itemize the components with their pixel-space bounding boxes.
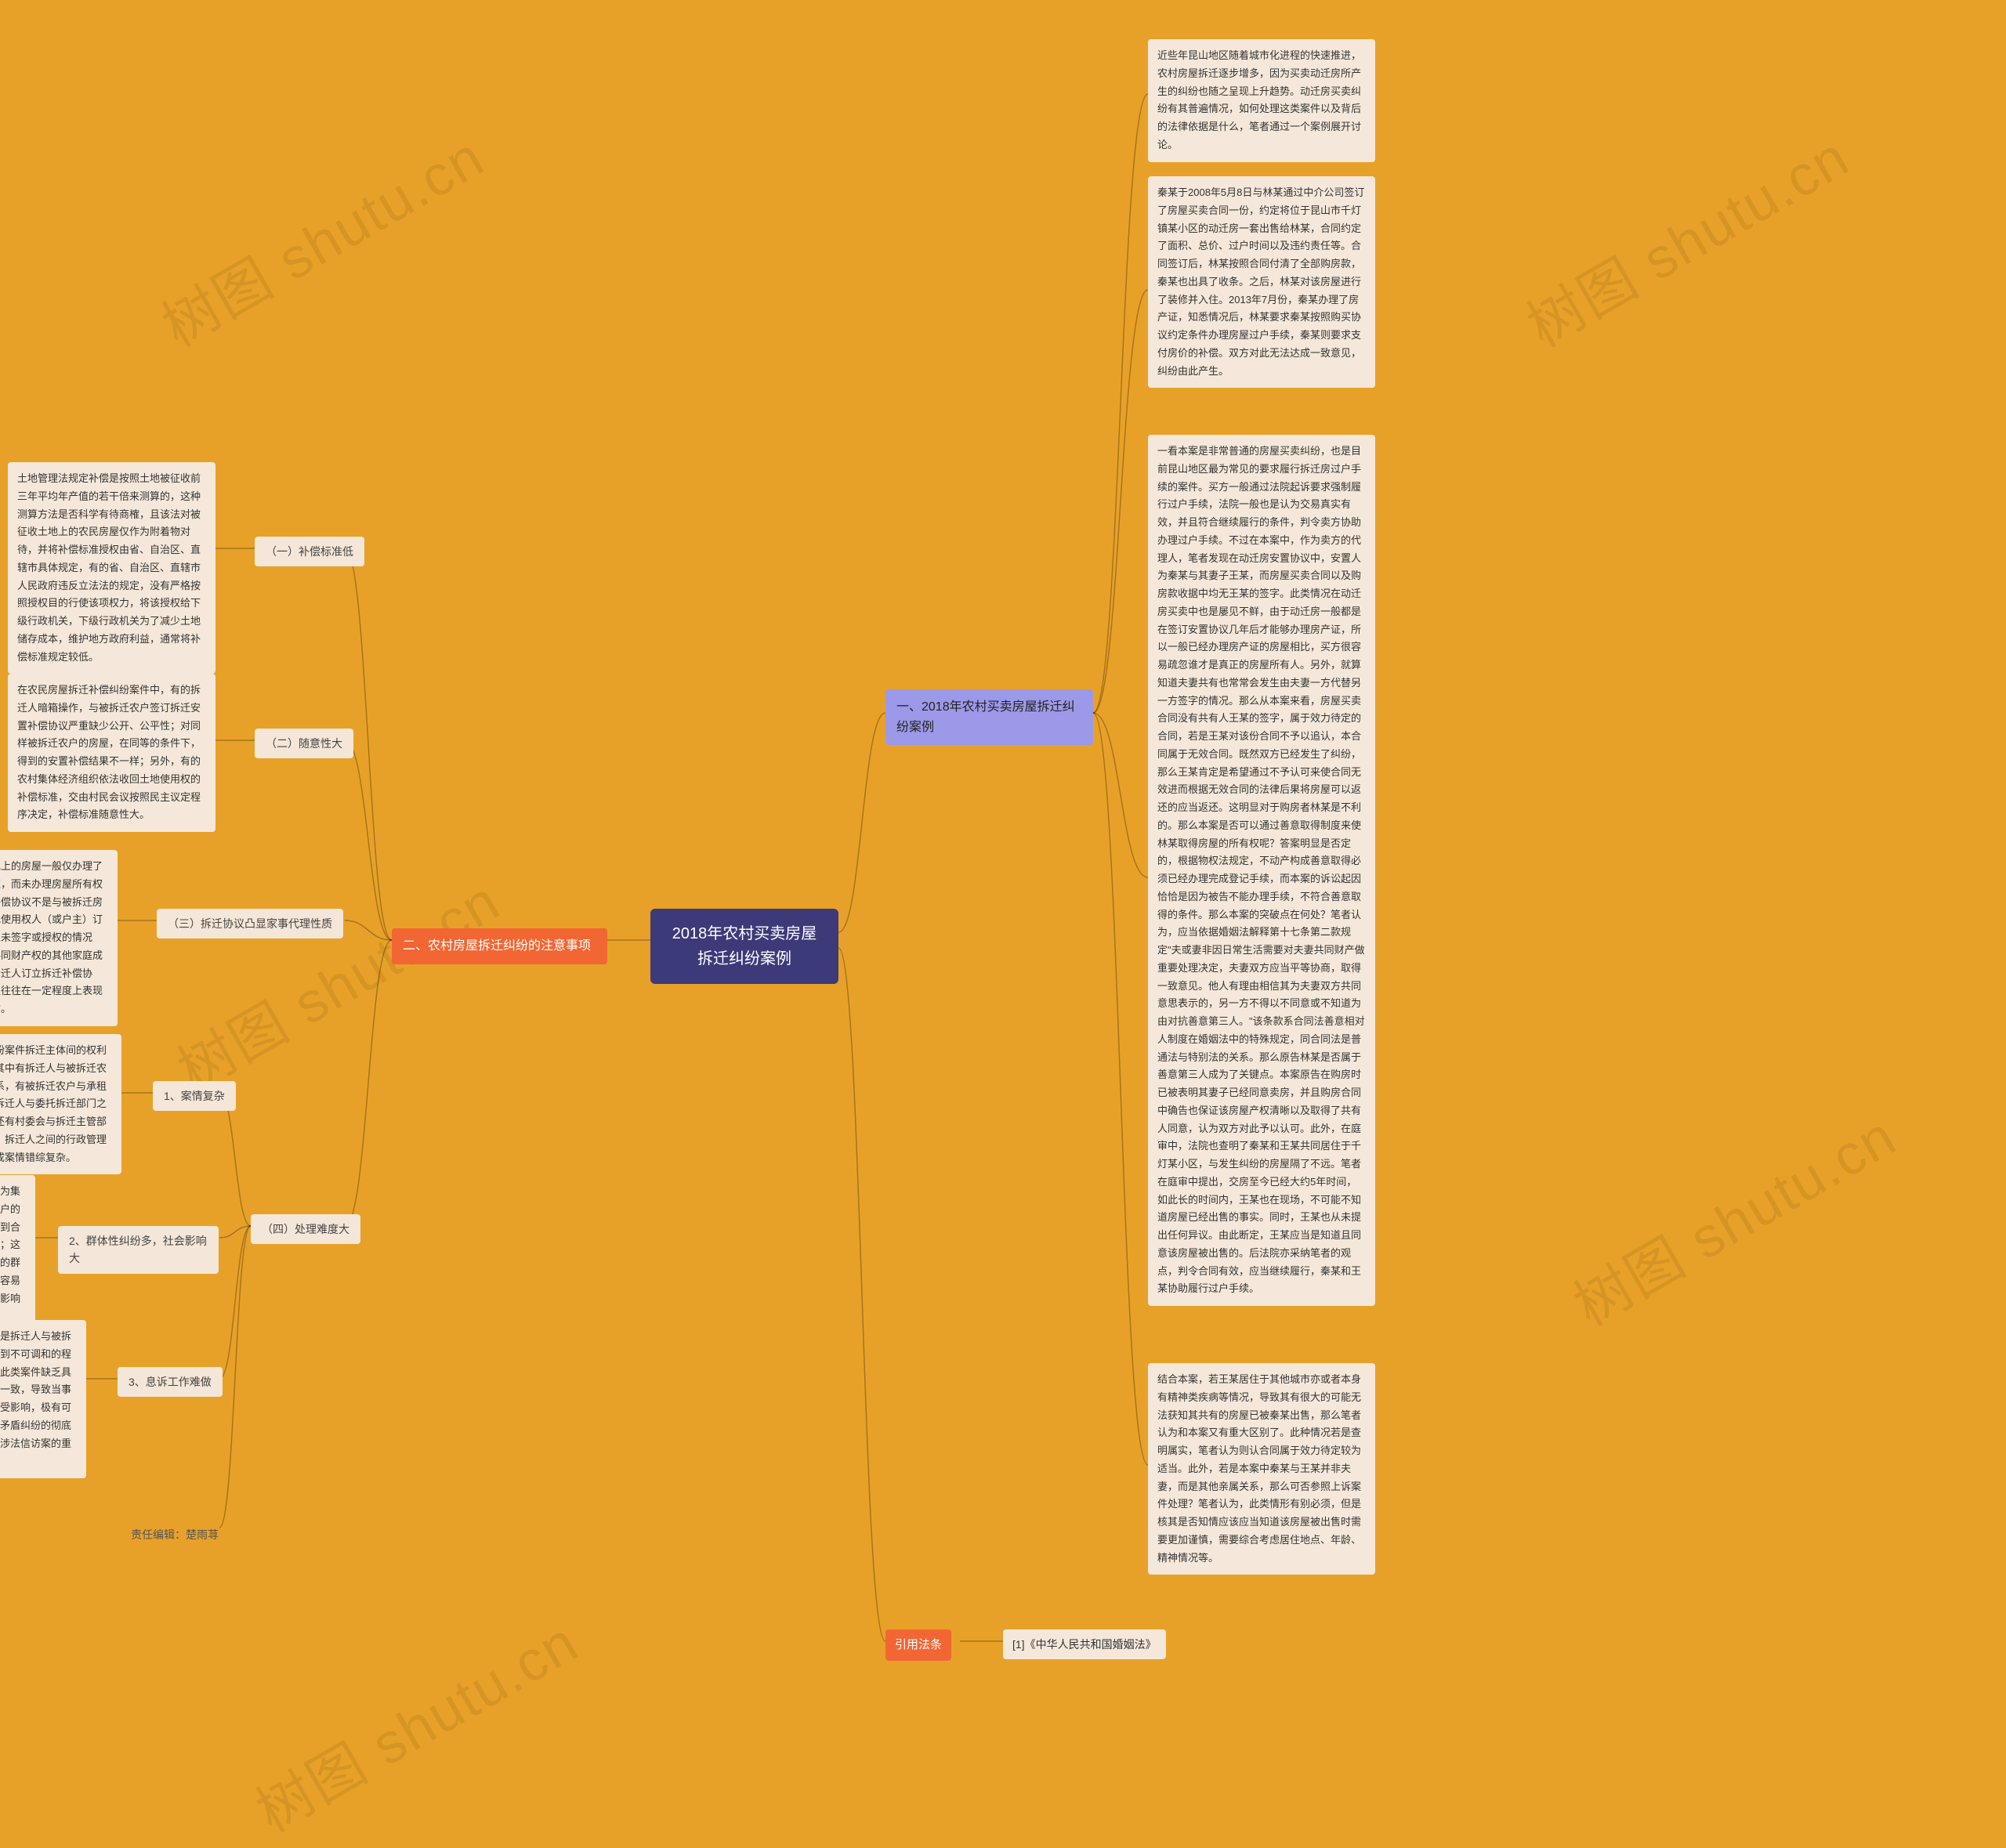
text-c: 在农村，集体土地上的房屋一般仅办理了集体土地使用权证，而未办理房屋所有权证；有不…: [0, 850, 118, 1026]
case-text-1: 近些年昆山地区随着城市化进程的快速推进，农村房屋拆迁逐步增多，因为买卖动迁房所产…: [1148, 39, 1375, 162]
sublabel-d3[interactable]: 3、息诉工作难做: [118, 1367, 223, 1397]
branch-case[interactable]: 一、2018年农村买卖房屋拆迁纠纷案例: [885, 689, 1093, 745]
sublabel-d2[interactable]: 2、群体性纠纷多，社会影响大: [58, 1226, 219, 1274]
case-text-4: 结合本案，若王某居住于其他城市亦或者本身有精神类疾病等情况，导致其有很大的可能无…: [1148, 1363, 1375, 1575]
text-d3: 此类纠纷诉至法院，往往是拆迁人与被拆迁农户之间的矛盾纠纷达到不可调和的程度，且司…: [0, 1320, 86, 1478]
sublabel-d1[interactable]: 1、案情复杂: [153, 1081, 236, 1111]
case-text-2: 秦某于2008年5月8日与林某通过中介公司签订了房屋买卖合同一份，约定将位于昆山…: [1148, 176, 1375, 388]
mindmap: 2018年农村买卖房屋拆迁纠纷案例 一、2018年农村买卖房屋拆迁纠纷案例 近些…: [0, 0, 2006, 1842]
text-d2: 由于城市发展和旧城改造建设中，多为集体拆迁或成片区拆迁，虽然被拆迁农户的情况千差…: [0, 1175, 35, 1333]
text-d1: 农民房屋拆迁纠纷案件拆迁主体间的权利义务纵横交错，其中有拆迁人与被拆迁农户的补偿…: [0, 1034, 121, 1174]
text-a: 土地管理法规定补偿是按照土地被征收前三年平均年产值的若干倍来测算的，这种测算方法…: [8, 462, 215, 674]
sublabel-b[interactable]: （二）随意性大: [255, 729, 353, 758]
editor-credit: 责任编辑：楚雨荨: [121, 1520, 228, 1550]
citation-item: [1]《中华人民共和国婚姻法》: [1003, 1629, 1166, 1659]
branch-notes[interactable]: 二、农村房屋拆迁纠纷的注意事项: [392, 928, 607, 964]
sublabel-c[interactable]: （三）拆迁协议凸显家事代理性质: [157, 909, 343, 938]
root-node[interactable]: 2018年农村买卖房屋拆迁纠纷案例: [650, 909, 838, 984]
text-b: 在农民房屋拆迁补偿纠纷案件中，有的拆迁人暗箱操作，与被拆迁农户签订拆迁安置补偿协…: [8, 674, 215, 832]
sublabel-d[interactable]: （四）处理难度大: [251, 1214, 360, 1244]
branch-citation[interactable]: 引用法条: [885, 1629, 951, 1661]
case-text-3: 一看本案是非常普通的房屋买卖纠纷，也是目前昆山地区最为常见的要求履行拆迁房过户手…: [1148, 435, 1375, 1306]
sublabel-a[interactable]: （一）补偿标准低: [255, 537, 364, 566]
